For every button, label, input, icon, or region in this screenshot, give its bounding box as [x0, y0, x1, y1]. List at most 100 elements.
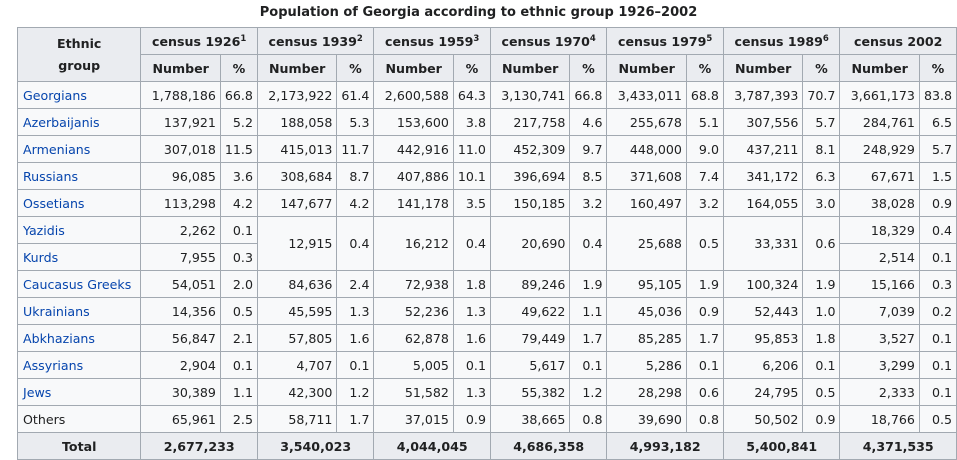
percent-cell: 3.0 [802, 189, 841, 217]
census-header: census 19593 [373, 27, 491, 55]
ethnic-group-cell: Others [16, 405, 142, 433]
total-value: 4,371,535 [839, 432, 957, 460]
number-cell: 54,051 [140, 270, 221, 298]
percent-column-header[interactable]: % [452, 54, 491, 82]
ethnic-group-link[interactable]: Ossetians [23, 195, 85, 211]
number-cell: 49,622 [489, 297, 571, 325]
number-column-header[interactable]: Number [140, 54, 221, 82]
census-label: census 1970 [501, 33, 590, 49]
census-header: census 19704 [489, 27, 608, 55]
number-column-header[interactable]: Number [489, 54, 571, 82]
number-cell: 164,055 [722, 189, 804, 217]
census-footnote[interactable]: 2 [356, 33, 363, 44]
number-cell: 2,600,588 [373, 81, 454, 109]
percent-column-header[interactable]: % [685, 54, 724, 82]
number-cell: 20,690 [489, 216, 571, 271]
ethnic-group-cell: Abkhazians [16, 324, 142, 352]
percent-cell: 1.6 [452, 324, 491, 352]
ethnic-group-link[interactable]: Jews [23, 384, 52, 400]
percent-cell: 5.3 [336, 108, 375, 136]
percent-cell: 0.1 [219, 351, 258, 379]
percent-column-header[interactable]: % [802, 54, 841, 82]
header-row-census: Ethnic group census 19261 census 19392 c… [16, 27, 957, 82]
percent-cell: 0.9 [802, 405, 841, 433]
number-column-header[interactable]: Number [839, 54, 920, 82]
percent-cell: 64.3 [452, 81, 491, 109]
number-cell: 7,955 [140, 243, 221, 271]
percent-column-header[interactable]: % [918, 54, 957, 82]
number-cell: 3,433,011 [606, 81, 687, 109]
number-cell: 307,018 [140, 135, 221, 163]
percent-cell: 0.8 [685, 405, 724, 433]
ethnic-group-cell: Assyrians [16, 351, 142, 379]
census-footnote[interactable]: 1 [240, 33, 247, 44]
percent-column-header[interactable]: % [219, 54, 258, 82]
total-row: Total 2,677,233 3,540,023 4,044,045 4,686,35… [16, 432, 957, 460]
table-row: Jews 30,389 1.1 42,300 1.2 51,582 1.3 55,382 1.2… [16, 378, 957, 406]
number-cell: 188,058 [256, 108, 338, 136]
number-cell: 50,502 [722, 405, 804, 433]
number-cell: 307,556 [722, 108, 804, 136]
number-cell: 18,766 [839, 405, 920, 433]
ethnic-group-link[interactable]: Yazidis [23, 222, 65, 238]
number-column-header[interactable]: Number [256, 54, 338, 82]
number-cell: 371,608 [606, 162, 687, 190]
number-cell: 248,929 [839, 135, 920, 163]
ethnic-group-cell: Jews [16, 378, 142, 406]
number-cell: 51,582 [373, 378, 454, 406]
percent-cell: 1.1 [219, 378, 258, 406]
table-row: Ossetians 113,298 4.2 147,677 4.2 141,178 3.5 1… [16, 189, 957, 217]
percent-cell: 1.8 [802, 324, 841, 352]
number-column-header[interactable]: Number [606, 54, 687, 82]
number-cell: 2,904 [140, 351, 221, 379]
ethnic-group-link[interactable]: Caucasus Greeks [23, 276, 132, 292]
percent-cell: 8.7 [336, 162, 375, 190]
percent-cell: 0.4 [918, 216, 957, 244]
census-footnote[interactable]: 3 [473, 33, 480, 44]
number-column-header[interactable]: Number [373, 54, 454, 82]
number-cell: 52,443 [722, 297, 804, 325]
percent-cell: 0.1 [802, 351, 841, 379]
number-cell: 79,449 [489, 324, 571, 352]
number-cell: 113,298 [140, 189, 221, 217]
number-cell: 442,916 [373, 135, 454, 163]
number-cell: 16,212 [373, 216, 454, 271]
percent-column-header[interactable]: % [336, 54, 375, 82]
percent-column-header[interactable]: % [569, 54, 608, 82]
percent-cell: 11.7 [336, 135, 375, 163]
ethnic-group-cell: Yazidis [16, 216, 142, 244]
total-value: 4,044,045 [373, 432, 491, 460]
percent-cell: 1.9 [569, 270, 608, 298]
ethnic-group-link[interactable]: Assyrians [23, 357, 84, 373]
ethnic-group-link[interactable]: Abkhazians [23, 330, 95, 346]
percent-cell: 3.6 [219, 162, 258, 190]
number-column-header[interactable]: Number [722, 54, 804, 82]
ethnic-group-link[interactable]: Ukrainians [23, 303, 90, 319]
number-cell: 52,236 [373, 297, 454, 325]
ethnic-group-link[interactable]: Russians [23, 168, 79, 184]
census-footnote[interactable]: 6 [822, 33, 829, 44]
census-footnote[interactable]: 5 [706, 33, 713, 44]
number-cell: 45,036 [606, 297, 687, 325]
number-cell: 407,886 [373, 162, 454, 190]
percent-cell: 70.7 [802, 81, 841, 109]
ethnic-group-link[interactable]: Armenians [23, 141, 91, 157]
number-cell: 147,677 [256, 189, 338, 217]
number-cell: 3,661,173 [839, 81, 920, 109]
number-cell: 45,595 [256, 297, 338, 325]
table-row: Others 65,961 2.5 58,711 1.7 37,015 0.9 38,665 0… [16, 405, 957, 433]
percent-cell: 3.2 [685, 189, 724, 217]
percent-cell: 3.5 [452, 189, 491, 217]
number-cell: 6,206 [722, 351, 804, 379]
number-cell: 38,028 [839, 189, 920, 217]
percent-cell: 0.1 [918, 324, 957, 352]
percent-cell: 10.1 [452, 162, 491, 190]
percent-cell: 4.2 [219, 189, 258, 217]
ethnic-group-link[interactable]: Kurds [23, 249, 59, 265]
percent-cell: 1.1 [569, 297, 608, 325]
ethnic-group-link[interactable]: Georgians [23, 87, 87, 103]
number-cell: 96,085 [140, 162, 221, 190]
ethnic-group-link[interactable]: Azerbaijanis [23, 114, 100, 130]
percent-cell: 0.9 [685, 297, 724, 325]
census-footnote[interactable]: 4 [589, 33, 596, 44]
